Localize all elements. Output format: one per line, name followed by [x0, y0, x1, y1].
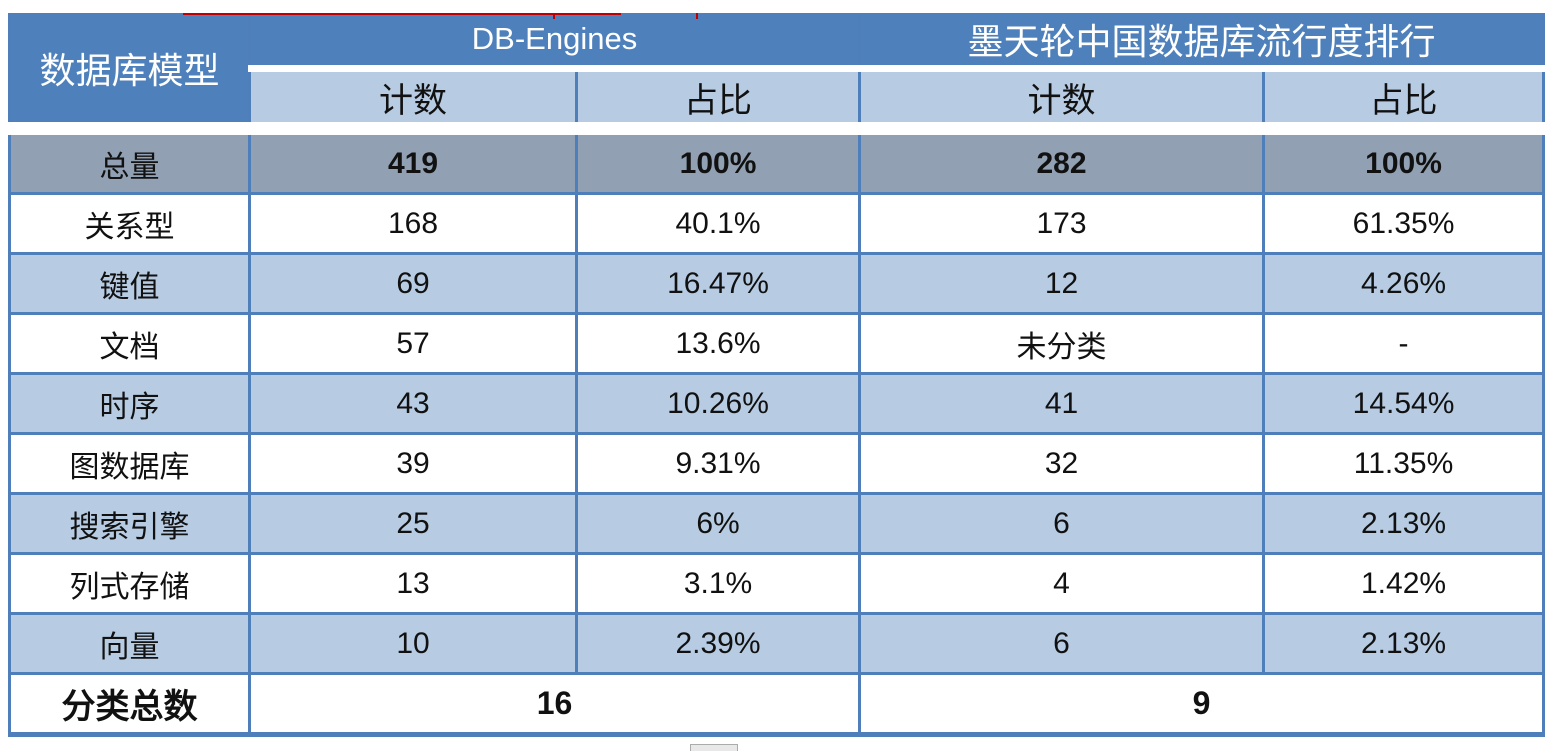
row-label: 关系型: [8, 192, 251, 255]
cell-db-count: 25: [248, 492, 578, 555]
cell-db-share: 16.47%: [574, 252, 862, 315]
cell-db-share: 40.1%: [574, 192, 862, 255]
cell-db-share: 2.39%: [574, 612, 862, 675]
cell-cn-count: 未分类: [858, 312, 1266, 375]
cell-cn-category-total: 9: [858, 672, 1546, 736]
header-row-groups: 数据库模型 DB-Engines 墨天轮中国数据库流行度排行: [8, 13, 1546, 130]
row-label: 总量: [8, 122, 251, 195]
table-row-category-total: 分类总数 16 9: [8, 672, 1546, 736]
database-comparison-table: 数据库模型 DB-Engines 墨天轮中国数据库流行度排行 计数 占比 计数 …: [8, 13, 1546, 737]
cell-db-count: 69: [248, 252, 578, 315]
cell-db-count: 168: [248, 192, 578, 255]
table-row-columnar: 列式存储 13 3.1% 4 1.42%: [8, 552, 1546, 615]
red-underline-artifact: [183, 13, 621, 15]
row-label: 图数据库: [8, 432, 251, 495]
table-row-search-engine: 搜索引擎 25 6% 6 2.13%: [8, 492, 1546, 555]
cell-db-count: 10: [248, 612, 578, 675]
cell-cn-share: 1.42%: [1262, 552, 1546, 615]
table-row-keyvalue: 键值 69 16.47% 12 4.26%: [8, 252, 1546, 315]
cell-db-share: 9.31%: [574, 432, 862, 495]
cell-cn-share: 14.54%: [1262, 372, 1546, 435]
row-label: 分类总数: [8, 672, 251, 736]
cell-db-count: 39: [248, 432, 578, 495]
subheader-cn-count: 计数: [858, 65, 1266, 130]
cell-cn-share: 2.13%: [1262, 492, 1546, 555]
cell-db-count: 419: [248, 122, 578, 195]
cell-cn-share: 61.35%: [1262, 192, 1546, 255]
header-db-engines: DB-Engines: [247, 13, 862, 70]
cell-cn-count: 41: [858, 372, 1266, 435]
row-label: 向量: [8, 612, 251, 675]
cell-db-count: 13: [248, 552, 578, 615]
cell-db-share: 3.1%: [574, 552, 862, 615]
header-row-subheaders: 计数 占比 计数 占比: [10, 65, 1546, 130]
cell-cn-count: 282: [858, 122, 1266, 195]
table-row-document: 文档 57 13.6% 未分类 -: [8, 312, 1546, 375]
red-tick-artifact: [553, 13, 555, 19]
cell-cn-count: 6: [858, 612, 1266, 675]
cell-cn-share: 100%: [1262, 122, 1546, 195]
cell-cn-share: 2.13%: [1262, 612, 1546, 675]
row-label: 键值: [8, 252, 251, 315]
row-label: 时序: [8, 372, 251, 435]
cell-cn-count: 173: [858, 192, 1266, 255]
cell-db-category-total: 16: [247, 672, 862, 736]
cell-db-share: 10.26%: [574, 372, 862, 435]
cell-cn-share: 4.26%: [1262, 252, 1546, 315]
red-tick-artifact: [696, 13, 698, 19]
cell-cn-share: 11.35%: [1262, 432, 1546, 495]
cell-db-count: 43: [248, 372, 578, 435]
row-label: 文档: [8, 312, 251, 375]
table-row-total: 总量 419 100% 282 100%: [8, 122, 1546, 195]
cell-db-share: 13.6%: [574, 312, 862, 375]
cell-cn-count: 4: [858, 552, 1266, 615]
cell-db-share: 6%: [574, 492, 862, 555]
table-row-timeseries: 时序 43 10.26% 41 14.54%: [8, 372, 1546, 435]
cell-cn-share: -: [1262, 312, 1546, 375]
cell-db-share: 100%: [574, 122, 862, 195]
cell-cn-count: 32: [858, 432, 1266, 495]
corner-header-database-model: 数据库模型: [8, 13, 251, 130]
subheader-cn-share: 占比: [1262, 65, 1546, 130]
cell-db-count: 57: [248, 312, 578, 375]
table-row-relational: 关系型 168 40.1% 173 61.35%: [8, 192, 1546, 255]
cell-cn-count: 6: [858, 492, 1266, 555]
subheader-db-count: 计数: [248, 65, 578, 130]
row-label: 列式存储: [8, 552, 251, 615]
table-row-vector: 向量 10 2.39% 6 2.13%: [8, 612, 1546, 675]
subheader-db-share: 占比: [574, 65, 862, 130]
header-modb-ranking: 墨天轮中国数据库流行度排行: [858, 13, 1546, 70]
scrollbar-thumb-artifact: [690, 744, 738, 751]
table-row-graph: 图数据库 39 9.31% 32 11.35%: [8, 432, 1546, 495]
cell-cn-count: 12: [858, 252, 1266, 315]
row-label: 搜索引擎: [8, 492, 251, 555]
